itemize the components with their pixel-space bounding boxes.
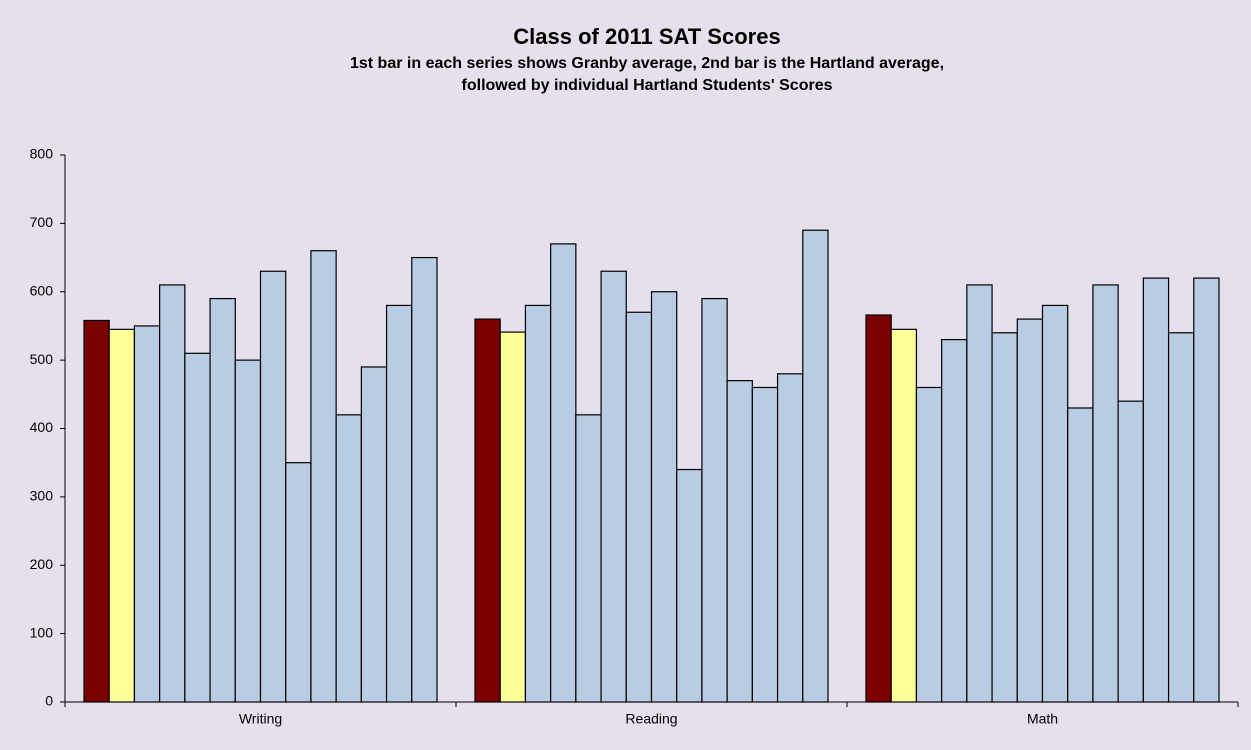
bar xyxy=(726,380,753,703)
bar xyxy=(499,331,527,703)
bar xyxy=(650,291,678,703)
bar xyxy=(385,304,413,703)
bar xyxy=(915,386,943,703)
bar xyxy=(676,468,703,703)
bar xyxy=(1016,318,1044,703)
bar xyxy=(776,373,804,703)
bar xyxy=(1193,277,1220,703)
x-tick-label: Reading xyxy=(625,711,677,727)
bar xyxy=(310,250,337,703)
y-tick-label: 400 xyxy=(30,419,54,435)
bar xyxy=(890,328,918,703)
bar xyxy=(575,414,602,703)
bar xyxy=(550,243,577,703)
bar xyxy=(259,270,287,703)
bar xyxy=(625,311,653,703)
y-tick-label: 300 xyxy=(30,488,54,504)
bar xyxy=(600,270,627,703)
chart-subtitle: followed by individual Hartland Students… xyxy=(462,77,833,94)
bar xyxy=(133,325,161,703)
y-tick-label: 800 xyxy=(30,146,54,162)
y-tick-label: 600 xyxy=(30,282,54,298)
bar xyxy=(411,256,438,703)
bar xyxy=(966,284,993,703)
bar xyxy=(1117,400,1144,703)
x-tick-label: Writing xyxy=(239,711,282,727)
bar xyxy=(991,332,1018,703)
x-tick-label: Math xyxy=(1027,711,1058,727)
bar xyxy=(83,319,110,703)
chart-subtitle: 1st bar in each series shows Granby aver… xyxy=(350,55,944,72)
bar xyxy=(360,366,388,703)
y-tick-label: 0 xyxy=(45,693,53,709)
bar xyxy=(108,328,136,703)
bar xyxy=(865,314,892,703)
y-tick-label: 100 xyxy=(30,624,54,640)
y-tick-label: 500 xyxy=(30,351,54,367)
bar xyxy=(159,284,186,703)
bar xyxy=(1041,304,1069,703)
bar xyxy=(184,352,211,703)
y-tick-label: 700 xyxy=(30,214,54,230)
bar xyxy=(474,318,501,703)
chart-title: Class of 2011 SAT Scores xyxy=(513,24,780,49)
bar xyxy=(285,462,312,703)
bar xyxy=(1167,332,1195,703)
bar xyxy=(1092,284,1119,703)
bar xyxy=(701,297,728,703)
bar xyxy=(234,359,262,703)
bar xyxy=(1142,277,1170,703)
bar xyxy=(209,297,236,703)
bar xyxy=(1067,407,1094,703)
bar xyxy=(941,339,968,703)
bar xyxy=(524,304,552,703)
bar xyxy=(802,229,829,703)
y-tick-label: 200 xyxy=(30,556,54,572)
bar xyxy=(751,386,779,703)
bar xyxy=(335,414,362,703)
